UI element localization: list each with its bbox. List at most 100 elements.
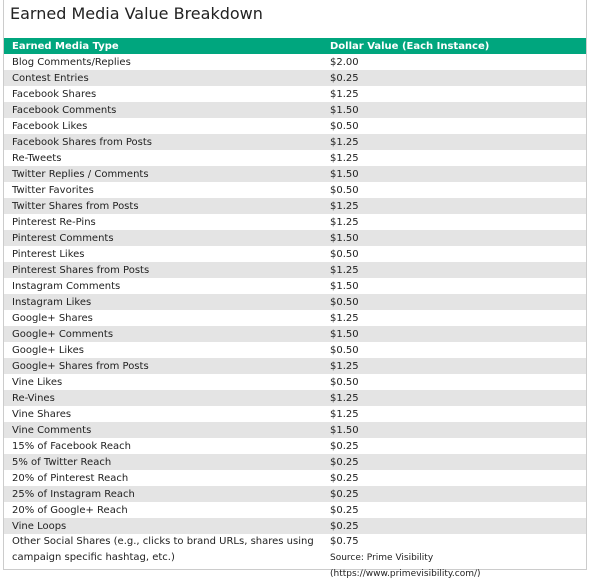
type-cell: 20% of Google+ Reach <box>4 502 322 518</box>
table-row: Pinterest Likes $0.50 <box>4 246 586 262</box>
value-text: $1.50 <box>330 232 359 244</box>
column-header: Earned Media Type <box>4 38 322 54</box>
value-cell: $0.50 <box>322 246 586 262</box>
value-cell: $0.25 <box>322 70 586 86</box>
value-text: $1.25 <box>330 216 359 228</box>
table-row: Google+ Shares $1.25 <box>4 310 586 326</box>
type-text: Vine Loops <box>12 520 67 532</box>
type-cell: Google+ Likes <box>4 342 322 358</box>
value-cell: $1.25 <box>322 310 586 326</box>
type-text: Pinterest Likes <box>12 248 85 260</box>
type-cell: Facebook Shares from Posts <box>4 134 322 150</box>
type-text: 20% of Google+ Reach <box>12 504 128 516</box>
value-cell: $1.50 <box>322 102 586 118</box>
type-cell: Instagram Comments <box>4 278 322 294</box>
type-cell: 5% of Twitter Reach <box>4 454 322 470</box>
value-text: $0.25 <box>330 440 359 452</box>
value-text: $1.25 <box>330 392 359 404</box>
table-row: Re-Vines $1.25 <box>4 390 586 406</box>
type-text: Instagram Likes <box>12 296 92 308</box>
value-cell: $1.25 <box>322 150 586 166</box>
value-cell: $1.25 <box>322 198 586 214</box>
table-row: Pinterest Re-Pins $1.25 <box>4 214 586 230</box>
value-text: $1.25 <box>330 312 359 324</box>
value-text: $0.25 <box>330 520 359 532</box>
type-cell: Pinterest Shares from Posts <box>4 262 322 278</box>
type-cell: Facebook Likes <box>4 118 322 134</box>
type-text: 20% of Pinterest Reach <box>12 472 129 484</box>
column-header: Dollar Value (Each Instance) <box>322 38 586 54</box>
type-text: 5% of Twitter Reach <box>12 456 112 468</box>
value-text: $1.25 <box>330 360 359 372</box>
type-cell: Pinterest Likes <box>4 246 322 262</box>
type-cell: Google+ Comments <box>4 326 322 342</box>
value-cell: $1.50 <box>322 166 586 182</box>
type-cell: Facebook Comments <box>4 102 322 118</box>
value-text: $1.25 <box>330 136 359 148</box>
type-text: Vine Likes <box>12 376 63 388</box>
type-cell: Twitter Favorites <box>4 182 322 198</box>
table-row: 15% of Facebook Reach $0.25 <box>4 438 586 454</box>
type-text: Pinterest Shares from Posts <box>12 264 150 276</box>
table-row: Twitter Shares from Posts $1.25 <box>4 198 586 214</box>
type-cell: Vine Likes <box>4 374 322 390</box>
type-cell: Re-Tweets <box>4 150 322 166</box>
type-text: Re-Vines <box>12 392 55 404</box>
type-text: Vine Shares <box>12 408 72 420</box>
value-cell: $0.25 <box>322 438 586 454</box>
header-row: Earned Media Type Dollar Value (Each Inst… <box>4 38 586 54</box>
value-cell: $1.25 <box>322 214 586 230</box>
type-cell: Twitter Shares from Posts <box>4 198 322 214</box>
type-text: Re-Tweets <box>12 152 62 164</box>
value-text: $0.25 <box>330 504 359 516</box>
type-cell: Google+ Shares <box>4 310 322 326</box>
table-row: Re-Tweets $1.25 <box>4 150 586 166</box>
value-cell: $1.25 <box>322 86 586 102</box>
type-cell: Re-Vines <box>4 390 322 406</box>
type-text: Blog Comments/Replies <box>12 56 131 68</box>
source: Source: Prime Visibility (https://www.pr… <box>330 553 481 579</box>
type-text: Twitter Favorites <box>12 184 94 196</box>
value-text: $0.50 <box>330 376 359 388</box>
table-row: Vine Loops $0.25 <box>4 518 586 534</box>
value-text: $1.25 <box>330 408 359 420</box>
type-text: Facebook Shares <box>12 88 97 100</box>
value-cell: $0.25 <box>322 470 586 486</box>
table-row: 5% of Twitter Reach $0.25 <box>4 454 586 470</box>
type-cell: Vine Shares <box>4 406 322 422</box>
table-row: Google+ Shares from Posts $1.25 <box>4 358 586 374</box>
table-row: Instagram Likes $0.50 <box>4 294 586 310</box>
table-row: Facebook Likes $0.50 <box>4 118 586 134</box>
value-text: $1.25 <box>330 152 359 164</box>
type-cell: Pinterest Re-Pins <box>4 214 322 230</box>
table-row: 20% of Google+ Reach $0.25 <box>4 502 586 518</box>
value-text: $0.50 <box>330 296 359 308</box>
table-row: 25% of Instagram Reach $0.25 <box>4 486 586 502</box>
value-cell: $0.25 <box>322 486 586 502</box>
value-text: $0.75 <box>330 536 359 547</box>
table-row: 20% of Pinterest Reach $0.25 <box>4 470 586 486</box>
type-text: Pinterest Comments <box>12 232 114 244</box>
table-row: Facebook Shares $1.25 <box>4 86 586 102</box>
table-row: Vine Comments $1.50 <box>4 422 586 438</box>
value-text: $0.25 <box>330 488 359 500</box>
value-cell: $1.50 <box>322 278 586 294</box>
type-text: Twitter Shares from Posts <box>12 200 139 212</box>
type-text: Instagram Comments <box>12 280 121 292</box>
type-text: Google+ Shares <box>12 312 93 324</box>
table-row: Contest Entries $0.25 <box>4 70 586 86</box>
table-row: Facebook Comments $1.50 <box>4 102 586 118</box>
value-text: $0.25 <box>330 72 359 84</box>
value-cell: $0.25 <box>322 502 586 518</box>
value-text: $0.50 <box>330 344 359 356</box>
value-cell: $0.50 <box>322 182 586 198</box>
type-cell: Twitter Replies / Comments <box>4 166 322 182</box>
value-text: $0.25 <box>330 472 359 484</box>
value-cell: $1.50 <box>322 230 586 246</box>
type-cell: Facebook Shares <box>4 86 322 102</box>
type-text: Pinterest Re-Pins <box>12 216 96 228</box>
type-cell: 15% of Facebook Reach <box>4 438 322 454</box>
value-text: $1.50 <box>330 328 359 340</box>
value-text: $1.50 <box>330 280 359 292</box>
type-cell: Contest Entries <box>4 70 322 86</box>
